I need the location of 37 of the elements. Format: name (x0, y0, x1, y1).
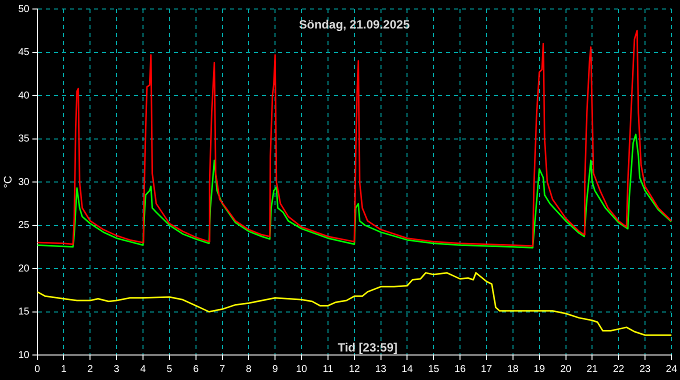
y-tick-label: 15 (18, 306, 30, 318)
y-tick-label: 25 (18, 220, 30, 231)
x-tick-label: 24 (666, 364, 678, 375)
x-tick-label: 3 (114, 364, 120, 375)
x-tick-label: 18 (507, 364, 519, 375)
x-tick-label: 2 (87, 364, 94, 375)
x-tick-label: 10 (296, 364, 308, 375)
y-tick-label: 10 (18, 350, 30, 361)
y-tick-label: 20 (18, 263, 30, 274)
x-tick-label: 20 (560, 364, 572, 375)
y-tick-label: 35 (18, 134, 30, 144)
x-tick-label: 1 (60, 364, 67, 375)
y-tick-label: 30 (18, 176, 30, 188)
x-tick-label: 9 (272, 364, 278, 375)
x-axis-title: Tid [23:59] (338, 340, 398, 354)
x-tick-label: 22 (613, 364, 625, 375)
x-tick-label: 12 (348, 364, 360, 375)
x-tick-label: 4 (140, 364, 146, 375)
x-tick-label: 5 (166, 364, 173, 375)
x-tick-label: 23 (639, 364, 652, 375)
x-tick-label: 7 (219, 364, 226, 375)
x-tick-label: 16 (454, 364, 466, 375)
text: Söndag, 21.09.2025 (299, 17, 410, 32)
x-tick-label: 15 (428, 364, 440, 375)
y-tick-label: 40 (18, 90, 30, 102)
x-tick-label: 21 (586, 364, 598, 375)
x-tick-label: 17 (480, 364, 492, 375)
x-tick-label: 14 (402, 364, 414, 375)
x-tick-label: 6 (193, 364, 200, 375)
x-tick-label: 19 (534, 364, 546, 375)
y-tick-label: 45 (18, 47, 30, 58)
x-tick-label: 8 (246, 364, 252, 375)
y-axis-title: °C (2, 176, 15, 188)
x-tick-label: 13 (375, 364, 387, 375)
x-tick-label: 11 (322, 364, 334, 375)
x-tick-label: 0 (34, 364, 41, 375)
y-tick-label: 50 (18, 4, 30, 15)
